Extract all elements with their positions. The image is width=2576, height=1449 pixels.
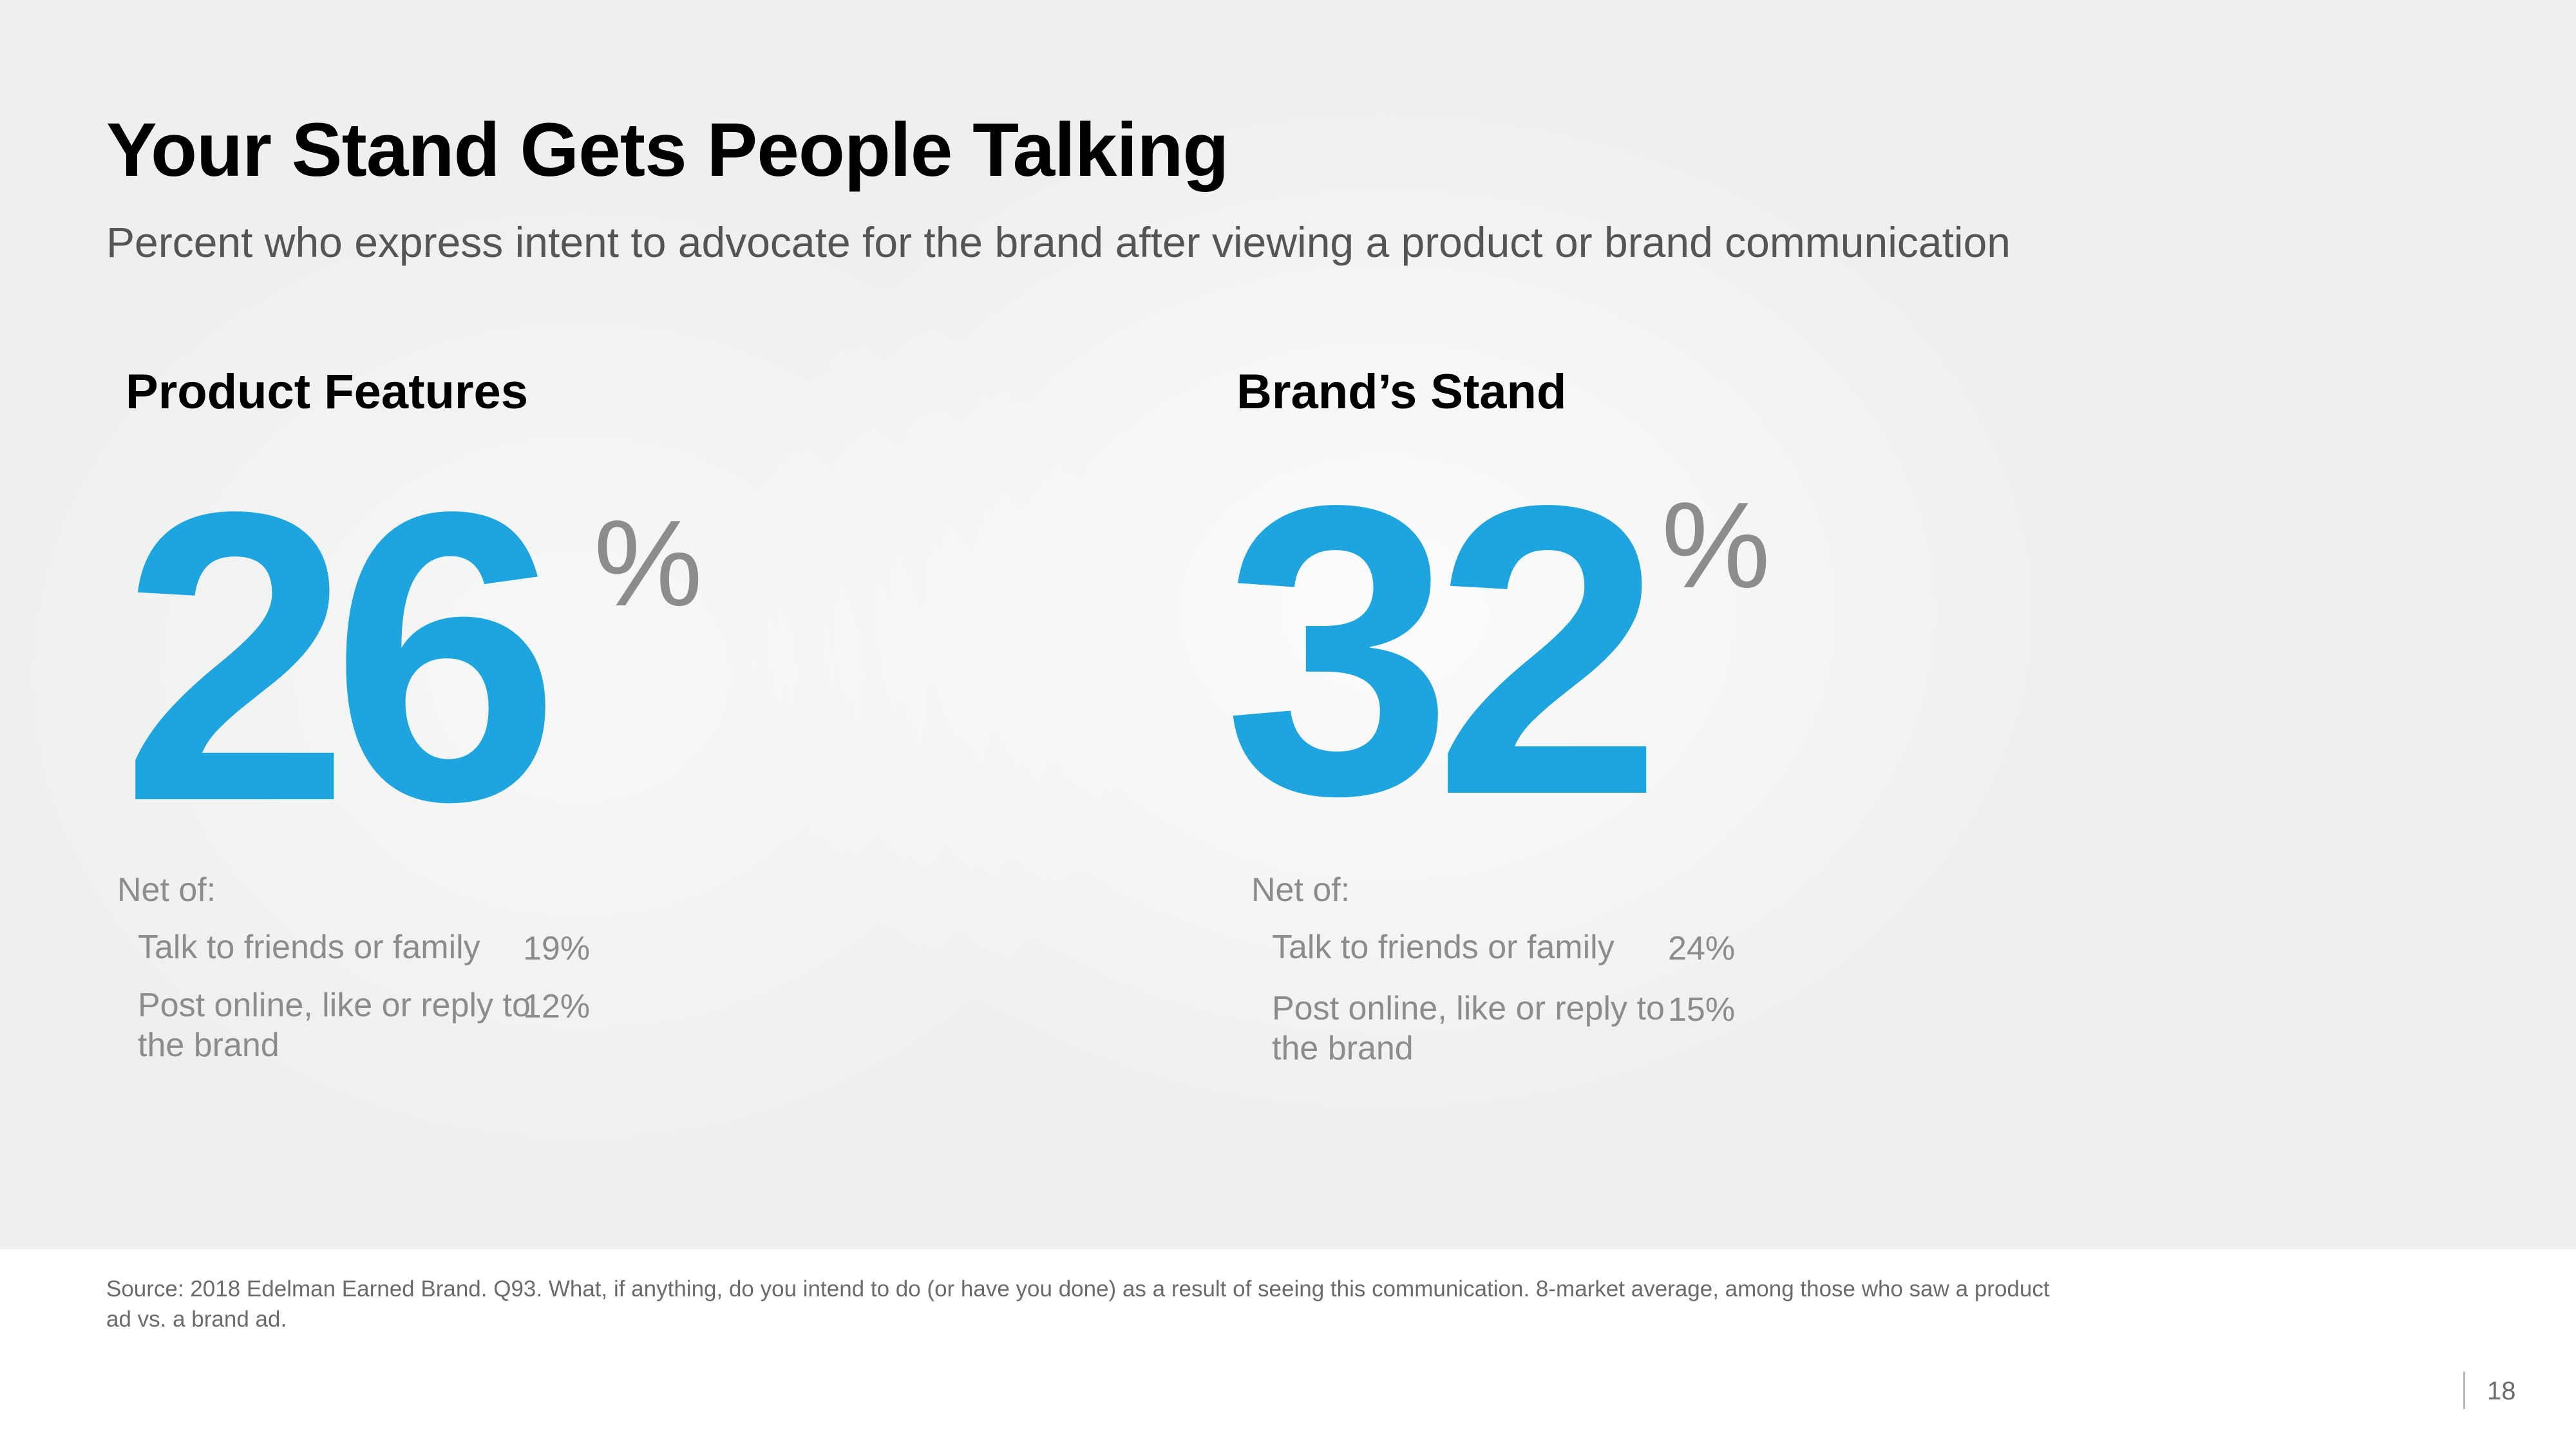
- brands-stand-item-value: 15%: [1668, 991, 1736, 1028]
- brands-stand-item-value: 24%: [1668, 930, 1736, 967]
- brands-stand-net-label: Net of:: [1251, 871, 1350, 909]
- product-features-item-label: Post online, like or reply to the brand: [138, 987, 531, 1064]
- source-note: Source: 2018 Edelman Earned Brand. Q93. …: [106, 1276, 2050, 1332]
- product-features-net-label: Net of:: [117, 871, 216, 909]
- product-features-item-value: 12%: [523, 988, 591, 1025]
- product-features-item-label: Talk to friends or family: [138, 929, 480, 966]
- product-features-percent-sign: %: [594, 495, 703, 632]
- page-number-divider: [2463, 1372, 2465, 1409]
- panel-heading-product-features: Product Features: [126, 365, 529, 419]
- page-number: 18: [2487, 1377, 2516, 1405]
- slide-subtitle: Percent who express intent to advocate f…: [106, 218, 2011, 266]
- panel-heading-brands-stand: Brand’s Stand: [1236, 365, 1567, 419]
- slide-title: Your Stand Gets People Talking: [106, 108, 1229, 193]
- product-features-percent-value: 26: [121, 426, 560, 887]
- brands-stand-percent-sign: %: [1662, 477, 1770, 614]
- brands-stand-percent-value: 32: [1224, 420, 1663, 880]
- product-features-item-value: 19%: [523, 930, 591, 967]
- footer-band: [0, 1249, 2576, 1449]
- brands-stand-item-label: Talk to friends or family: [1272, 929, 1615, 966]
- slide-background: [0, 0, 2576, 1249]
- brands-stand-item-label: Post online, like or reply to the brand: [1272, 990, 1665, 1067]
